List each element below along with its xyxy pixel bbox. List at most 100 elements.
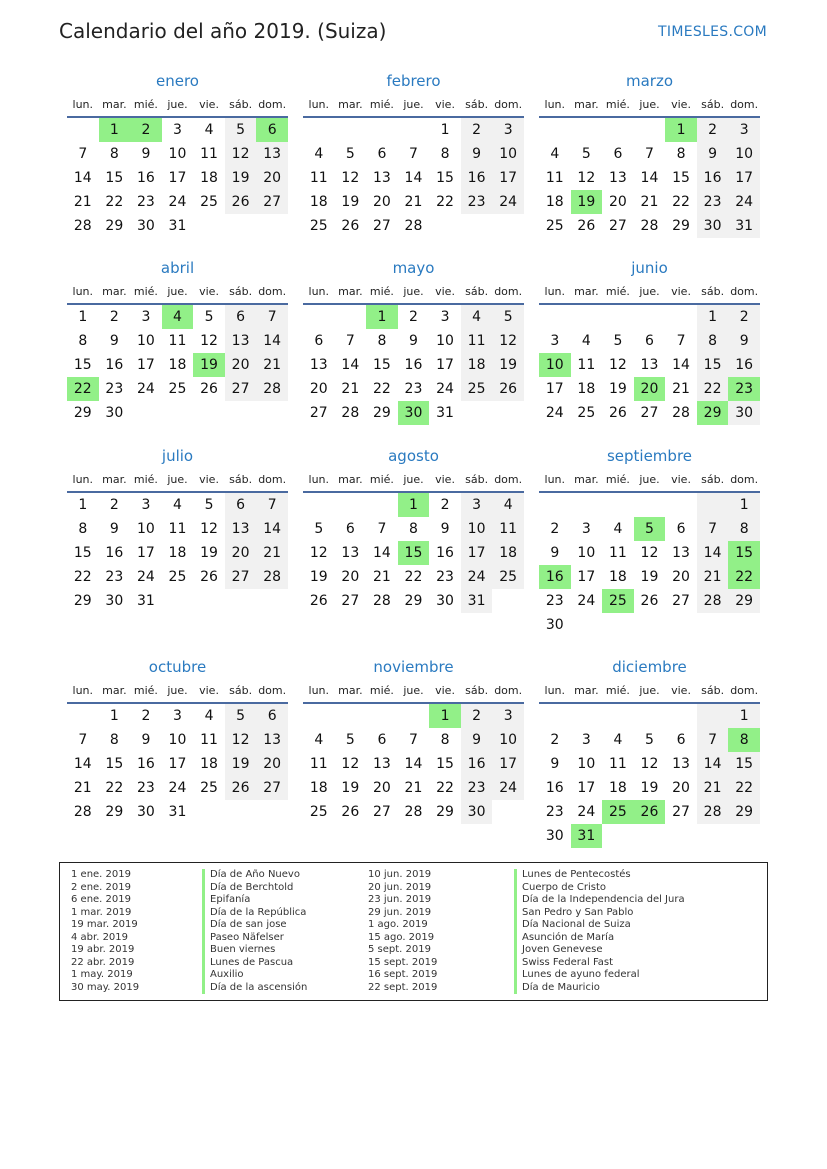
day-cell: 24 <box>728 190 760 214</box>
day-cell: 16 <box>460 752 493 776</box>
day-cell: 26 <box>492 377 524 401</box>
weekday-label: mar. <box>102 285 127 298</box>
weekday-header: lun. mar. mié. jue. vie. sáb. dom. <box>67 469 288 493</box>
empty-cell <box>571 613 603 637</box>
weekday-label: mié. <box>369 98 394 111</box>
holiday-day: 1 <box>665 118 697 142</box>
day-cell: 17 <box>492 752 524 776</box>
day-cell: 6 <box>613 146 623 162</box>
day-cell: 6 <box>314 333 324 349</box>
day-cell: 12 <box>200 333 218 349</box>
day-cell: 14 <box>404 170 423 186</box>
day-cell: 13 <box>224 517 257 541</box>
day-cell: 29 <box>404 593 423 609</box>
day-cell: 22 <box>436 780 454 796</box>
legend-date: 5 sept. 2019 <box>368 944 431 955</box>
day-cell: 30 <box>545 828 564 844</box>
day-cell: 13 <box>309 357 328 373</box>
day-cell: 15 <box>73 545 92 561</box>
week-row: 10 11 12 13 14 15 16 <box>539 353 760 377</box>
day-cell: 30 <box>105 405 124 421</box>
legend-dates-2: 10 jun. 2019 20 jun. 2019 23 jun. 2019 29 j… <box>368 869 437 994</box>
day-cell: 12 <box>200 521 218 537</box>
empty-cell <box>225 800 257 824</box>
legend-holiday-name: Día de Berchtold <box>202 881 307 894</box>
day-cell: 1 <box>728 493 760 517</box>
day-cell: 15 <box>672 170 690 186</box>
day-cell: 13 <box>672 756 690 772</box>
day-cell: 24 <box>492 776 524 800</box>
day-cell: 7 <box>78 146 88 162</box>
holiday-day: 15 <box>728 541 760 565</box>
week-row: 16 17 18 19 20 21 22 <box>539 565 760 589</box>
holiday-day: 20 <box>633 377 666 401</box>
day-cell: 6 <box>224 493 257 517</box>
holiday-day: 1 <box>366 305 398 329</box>
day-cell: 27 <box>256 190 288 214</box>
week-row: 11 12 13 14 15 16 17 <box>539 166 760 190</box>
empty-cell <box>366 493 398 517</box>
empty-cell <box>602 824 634 848</box>
day-cell: 8 <box>728 517 760 541</box>
weekday-label: sáb. <box>465 684 489 697</box>
day-cell: 18 <box>460 353 493 377</box>
weekday-label: jue. <box>167 98 188 111</box>
week-row: 18 19 20 21 22 23 24 <box>539 190 760 214</box>
weekday-label: dom. <box>494 684 523 697</box>
week-row: 8 9 10 11 12 13 14 <box>67 517 288 541</box>
week-row: 25 26 27 28 <box>303 214 524 238</box>
month-name: noviembre <box>373 658 454 676</box>
empty-cell <box>539 118 571 142</box>
day-cell: 16 <box>136 170 155 186</box>
brand-link[interactable]: TIMESLES.COM <box>658 24 767 40</box>
weekday-label: mar. <box>574 684 599 697</box>
legend-holiday-name: Día de la ascensión <box>202 981 307 994</box>
weekday-label: mar. <box>338 684 363 697</box>
holiday-day: 29 <box>696 401 729 425</box>
day-cell: 23 <box>136 780 155 796</box>
day-cell: 26 <box>309 593 328 609</box>
weekday-label: dom. <box>258 98 287 111</box>
day-cell: 14 <box>256 329 288 353</box>
week-row: 16 17 18 19 20 21 22 <box>539 776 760 800</box>
day-cell: 23 <box>545 593 564 609</box>
day-cell: 24 <box>577 804 596 820</box>
weekday-header: lun. mar. mié. jue. vie. sáb. dom. <box>67 680 288 704</box>
day-cell: 11 <box>168 333 187 349</box>
day-cell: 16 <box>105 357 124 373</box>
week-row: 15 16 17 18 19 20 21 <box>67 353 288 377</box>
month-name: diciembre <box>612 658 687 676</box>
day-cell: 7 <box>409 732 418 748</box>
month-febrero: febrero lun. mar. mié. jue. vie. sáb. dom. 1 2 3 4 5… <box>303 72 524 238</box>
day-cell: 16 <box>460 166 493 190</box>
weekday-label: mié. <box>133 98 158 111</box>
empty-cell <box>634 704 666 728</box>
day-cell: 16 <box>696 166 729 190</box>
holiday-day: 2 <box>130 118 162 142</box>
week-row: 27 28 29 30 31 <box>303 401 524 425</box>
weekday-label: dom. <box>494 285 523 298</box>
weekday-label: mar. <box>102 684 127 697</box>
day-cell: 21 <box>696 565 729 589</box>
day-cell: 20 <box>672 780 690 796</box>
day-cell: 18 <box>545 194 564 210</box>
empty-cell <box>602 118 634 142</box>
day-cell: 28 <box>73 804 92 820</box>
legend-date: 23 jun. 2019 <box>368 894 432 905</box>
day-cell: 20 <box>224 353 257 377</box>
empty-cell <box>571 305 603 329</box>
day-cell: 11 <box>309 756 328 772</box>
weekday-label: sáb. <box>701 98 725 111</box>
day-cell: 29 <box>73 405 92 421</box>
day-cell: 3 <box>173 122 182 138</box>
weekday-label: vie. <box>435 684 455 697</box>
weekday-label: dom. <box>730 285 759 298</box>
day-cell: 24 <box>436 381 454 397</box>
holiday-day: 19 <box>193 353 225 377</box>
week-row: 23 24 25 26 27 28 29 <box>539 800 760 824</box>
day-cell: 30 <box>696 214 729 238</box>
holiday-day: 25 <box>602 800 634 824</box>
empty-cell <box>225 401 257 425</box>
